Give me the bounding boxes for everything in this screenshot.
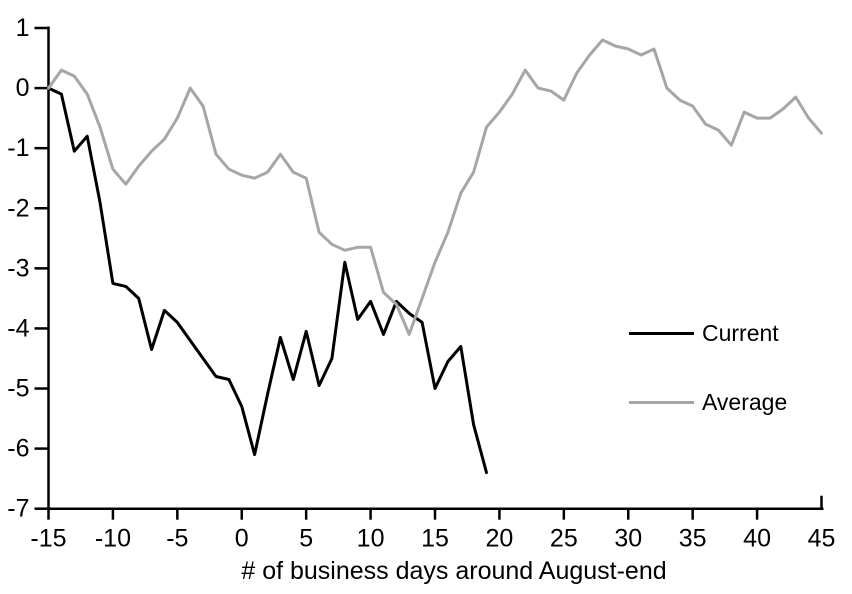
current-series-line	[47, 86, 488, 475]
x-tick-label: 30	[614, 525, 642, 553]
x-tick-label: 0	[235, 525, 249, 553]
x-tick-label: 5	[299, 525, 313, 553]
y-tick-label: -4	[7, 314, 29, 342]
x-tick-label: 15	[421, 525, 449, 553]
legend-label-average: Average	[702, 388, 788, 415]
y-tick-label: -3	[7, 254, 29, 282]
y-tick-label: -2	[7, 194, 29, 222]
x-tick-label: -15	[30, 525, 66, 553]
x-tick-label: 45	[808, 525, 836, 553]
average-line-swatch	[629, 400, 694, 404]
x-tick-label: 35	[679, 525, 707, 553]
x-tick-label: -5	[166, 525, 188, 553]
x-tick-label: 20	[486, 525, 514, 553]
current-line-swatch	[629, 331, 694, 335]
y-tick-label: -1	[7, 134, 29, 162]
y-tick-label: -5	[7, 375, 29, 403]
x-tick-label: 40	[743, 525, 771, 553]
y-tick-label: -6	[7, 435, 29, 463]
y-tick-label: -7	[7, 495, 29, 523]
legend-item-average: Average	[629, 388, 787, 416]
x-tick-label: -10	[95, 525, 131, 553]
legend-label-current: Current	[702, 319, 779, 346]
average-series-line	[47, 38, 823, 336]
legend-item-current: Current	[629, 319, 779, 347]
x-axis-title: # of business days around August-end	[241, 557, 667, 585]
y-tick-label: 1	[16, 14, 30, 42]
x-tick-label: 25	[550, 525, 578, 553]
x-tick-label: 10	[357, 525, 385, 553]
y-tick-label: 0	[16, 74, 30, 102]
